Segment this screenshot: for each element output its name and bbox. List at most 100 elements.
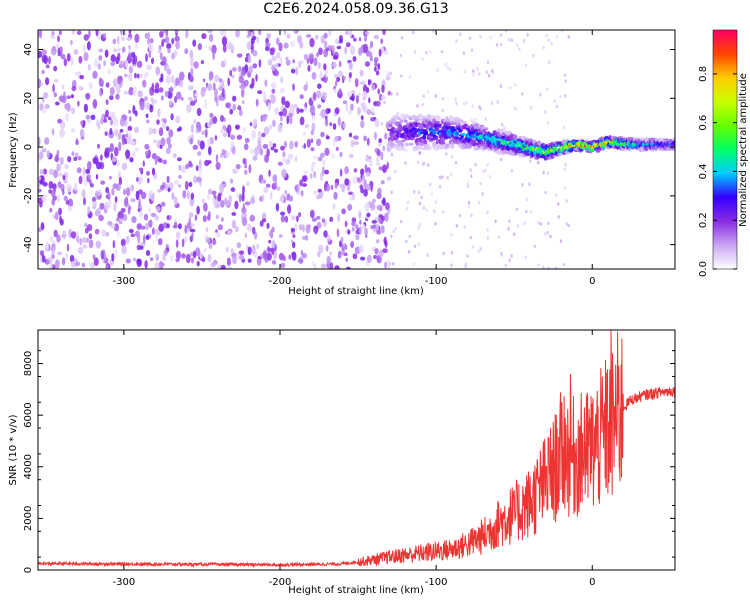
- noise-blob: [157, 188, 162, 193]
- noise-blob: [100, 154, 103, 161]
- noise-blob: [484, 168, 487, 173]
- noise-blob: [201, 198, 205, 204]
- noise-blob: [466, 254, 469, 258]
- snr-series-line: [38, 330, 675, 568]
- signal-blob: [440, 137, 446, 143]
- noise-blob: [70, 39, 73, 46]
- noise-blob: [380, 151, 384, 161]
- noise-blob: [186, 190, 190, 200]
- noise-blob: [408, 234, 411, 239]
- noise-blob: [299, 116, 305, 126]
- noise-blob: [202, 78, 206, 83]
- noise-blob: [46, 150, 50, 159]
- noise-blob: [117, 75, 122, 85]
- noise-blob: [353, 168, 358, 173]
- noise-blob: [171, 37, 175, 45]
- noise-blob: [455, 39, 458, 43]
- noise-blob: [464, 264, 467, 269]
- noise-blob: [471, 104, 474, 109]
- noise-blob: [282, 157, 288, 163]
- noise-blob: [545, 33, 548, 38]
- noise-blob: [550, 41, 553, 46]
- noise-blob: [479, 182, 482, 186]
- noise-blob: [150, 97, 154, 103]
- noise-blob: [341, 184, 346, 193]
- noise-blob: [235, 164, 241, 170]
- noise-blob: [382, 164, 387, 173]
- noise-blob: [352, 135, 359, 140]
- noise-blob: [178, 126, 182, 131]
- noise-blob: [274, 107, 280, 115]
- noise-blob: [304, 124, 309, 129]
- noise-blob: [71, 30, 75, 35]
- noise-blob: [279, 57, 283, 66]
- x-tick-label: -300: [113, 577, 136, 588]
- noise-blob: [85, 168, 91, 175]
- noise-blob: [496, 100, 499, 104]
- noise-blob: [121, 46, 126, 53]
- noise-blob: [38, 227, 42, 233]
- noise-blob: [288, 112, 293, 118]
- signal-blob: [434, 120, 441, 124]
- noise-blob: [525, 209, 528, 214]
- noise-blob: [477, 200, 481, 205]
- noise-blob: [58, 30, 62, 36]
- noise-blob: [234, 169, 238, 175]
- noise-blob: [555, 193, 558, 198]
- noise-blob: [39, 150, 44, 160]
- noise-blob: [470, 174, 473, 178]
- noise-blob: [458, 213, 462, 218]
- noise-blob: [564, 79, 567, 83]
- noise-blob: [299, 94, 304, 100]
- noise-blob: [44, 137, 50, 145]
- noise-blob: [166, 175, 170, 184]
- noise-blob: [41, 148, 47, 153]
- noise-blob: [41, 49, 47, 56]
- spectrogram-ylabel: Frequency (Hz): [8, 112, 19, 188]
- noise-blob: [182, 190, 187, 199]
- noise-blob: [194, 214, 198, 221]
- noise-blob: [226, 266, 232, 269]
- noise-blob: [169, 86, 174, 93]
- noise-blob: [315, 194, 322, 200]
- noise-blob: [238, 75, 244, 84]
- noise-blob: [83, 34, 90, 41]
- x-tick-label: -200: [269, 577, 292, 588]
- noise-blob: [200, 60, 204, 65]
- noise-blob: [111, 156, 118, 163]
- noise-blob: [441, 108, 444, 113]
- noise-blob: [289, 140, 294, 150]
- snr-plot: -300 -200 -100 0 0 2000 4000 6000 8000 Height o…: [8, 329, 676, 596]
- noise-blob: [282, 107, 288, 117]
- noise-blob: [528, 182, 531, 187]
- noise-blob: [361, 223, 366, 230]
- noise-blob: [335, 146, 339, 151]
- noise-blob: [249, 83, 254, 89]
- noise-blob: [358, 244, 364, 254]
- noise-blob: [246, 41, 252, 50]
- noise-blob: [317, 104, 322, 109]
- noise-blob: [390, 152, 394, 157]
- noise-blob: [257, 143, 262, 150]
- noise-blob: [145, 101, 151, 110]
- noise-blob: [38, 30, 43, 39]
- noise-blob: [408, 250, 411, 254]
- noise-blob: [469, 235, 472, 240]
- noise-blob: [264, 45, 270, 52]
- noise-blob: [45, 64, 50, 69]
- noise-blob: [562, 262, 566, 267]
- noise-blob: [332, 55, 339, 60]
- y-tick-label: 2000: [23, 506, 34, 531]
- noise-blob: [436, 68, 439, 72]
- noise-blob: [212, 239, 217, 245]
- noise-blob: [165, 75, 171, 84]
- noise-blob: [53, 78, 59, 83]
- noise-blob: [555, 35, 559, 39]
- noise-blob: [188, 217, 192, 226]
- noise-blob: [313, 170, 317, 179]
- noise-blob: [96, 161, 102, 170]
- noise-blob: [90, 183, 94, 188]
- signal-blob: [404, 142, 409, 147]
- noise-blob: [124, 73, 128, 78]
- noise-blob: [298, 224, 304, 231]
